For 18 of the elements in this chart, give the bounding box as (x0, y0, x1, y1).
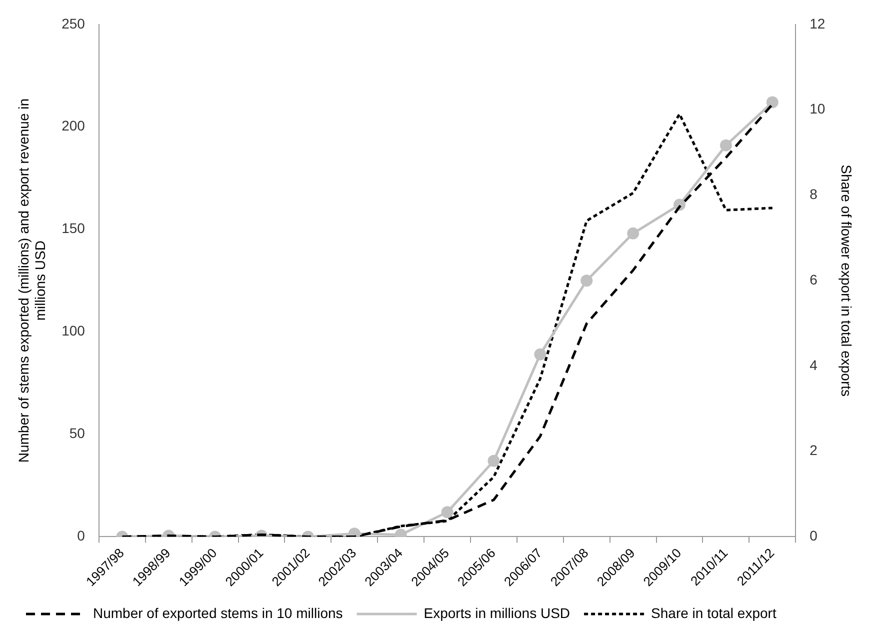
y2-tick-label: 8 (810, 186, 818, 202)
y-axis-title: Number of stems exported (millions) and export revenue in millions USD (15, 98, 48, 463)
y2-axis-title: Share of flower export in total exports (838, 164, 855, 397)
y-tick-label: 50 (69, 425, 86, 442)
legend-label: Share in total export (651, 604, 776, 621)
legend-label: Exports in millions USD (424, 604, 570, 621)
y-tick-label: 200 (62, 118, 86, 134)
y2-tick-label: 6 (810, 271, 818, 288)
legend-label: Number of exported stems in 10 millions (93, 604, 343, 621)
y2-tick-label: 10 (810, 100, 826, 117)
y-tick-label: 100 (62, 322, 86, 339)
y2-tick-label: 4 (810, 356, 818, 373)
y2-tick-label: 2 (810, 442, 818, 458)
y2-tick-label: 12 (810, 15, 826, 32)
y-tick-label: 0 (77, 528, 86, 544)
y2-tick-label: 0 (810, 528, 818, 544)
y-tick-label: 150 (62, 220, 86, 236)
y-tick-label: 250 (62, 15, 86, 32)
